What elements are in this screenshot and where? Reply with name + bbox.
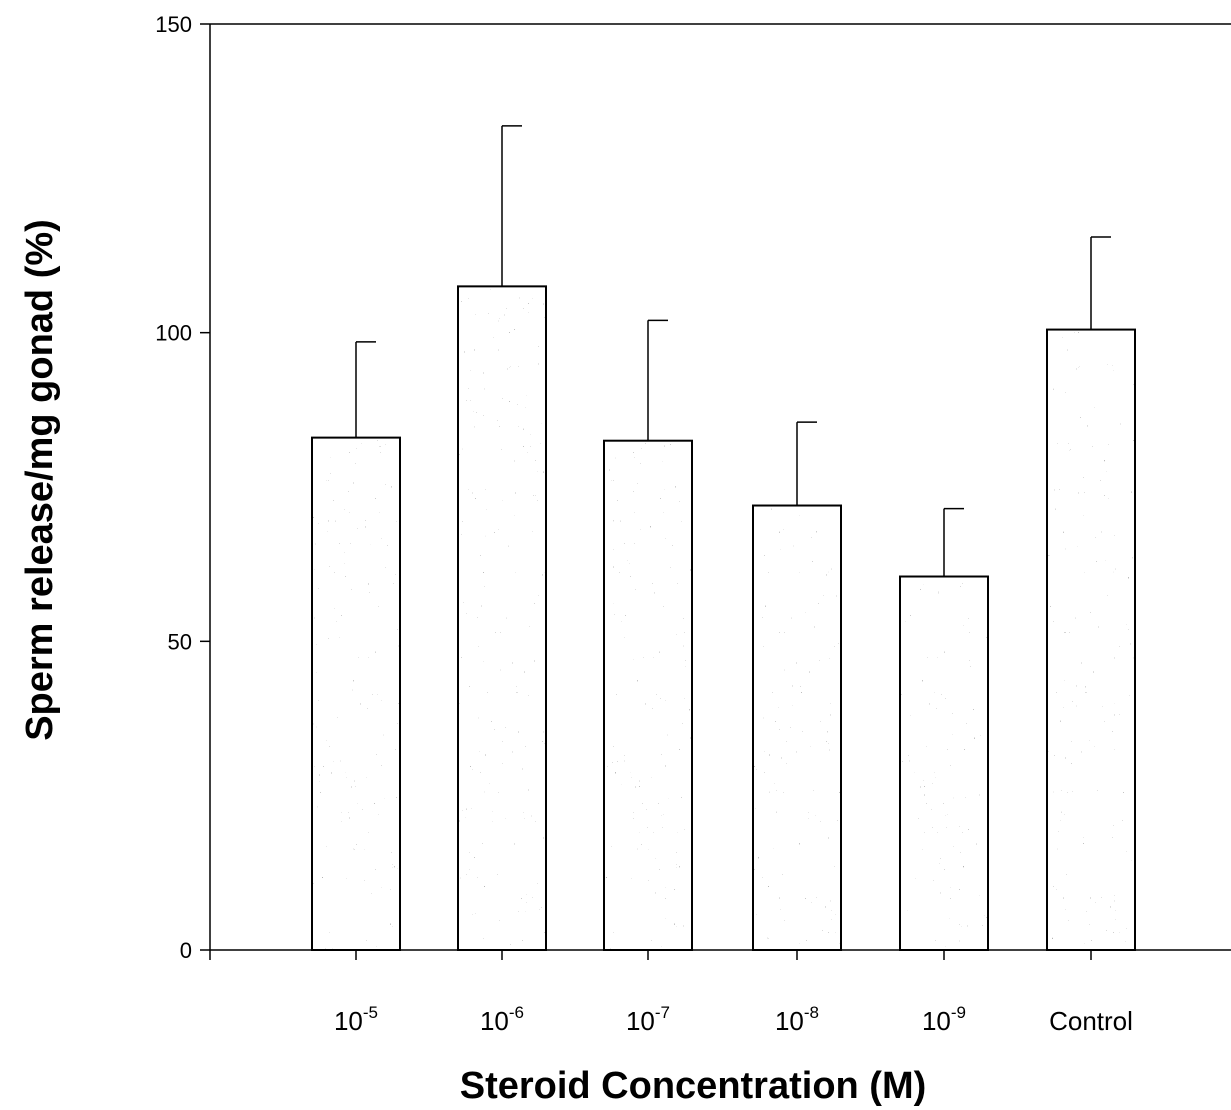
bars-group [311, 285, 1136, 952]
bar [457, 285, 547, 952]
x-tick-label: 10-8 [775, 1003, 819, 1036]
x-tick-label: 10-6 [480, 1003, 524, 1036]
y-axis-ticks: 0 50 100 150 [155, 12, 210, 963]
x-tick-label: 10-9 [922, 1003, 966, 1036]
bar-texture [458, 286, 546, 950]
x-tick-label: 10-5 [334, 1003, 378, 1036]
bar-texture [604, 440, 692, 950]
error-bars-group [355, 125, 1111, 577]
x-tick-label: 10-7 [626, 1003, 670, 1036]
bar-texture [753, 505, 841, 950]
y-tick-label: 150 [155, 12, 192, 37]
bar [752, 504, 842, 951]
bar [899, 575, 989, 951]
x-axis-ticks [209, 950, 1092, 960]
bar-texture [312, 437, 400, 950]
bar-texture [1047, 329, 1135, 951]
bar [311, 436, 401, 951]
x-axis-title: Steroid Concentration (M) [460, 1065, 927, 1107]
y-axis-title: Sperm release/mg gonad (%) [19, 219, 61, 741]
bar [1046, 328, 1136, 951]
y-tick-label: 100 [155, 321, 192, 346]
category-labels: 10-5 10-6 10-7 10-8 10-9 Control [334, 1003, 1133, 1036]
y-tick-label: 0 [180, 938, 192, 963]
bar-texture [900, 576, 988, 950]
y-tick-label: 50 [168, 629, 192, 654]
bar [603, 439, 693, 951]
x-tick-label: Control [1049, 1006, 1133, 1036]
